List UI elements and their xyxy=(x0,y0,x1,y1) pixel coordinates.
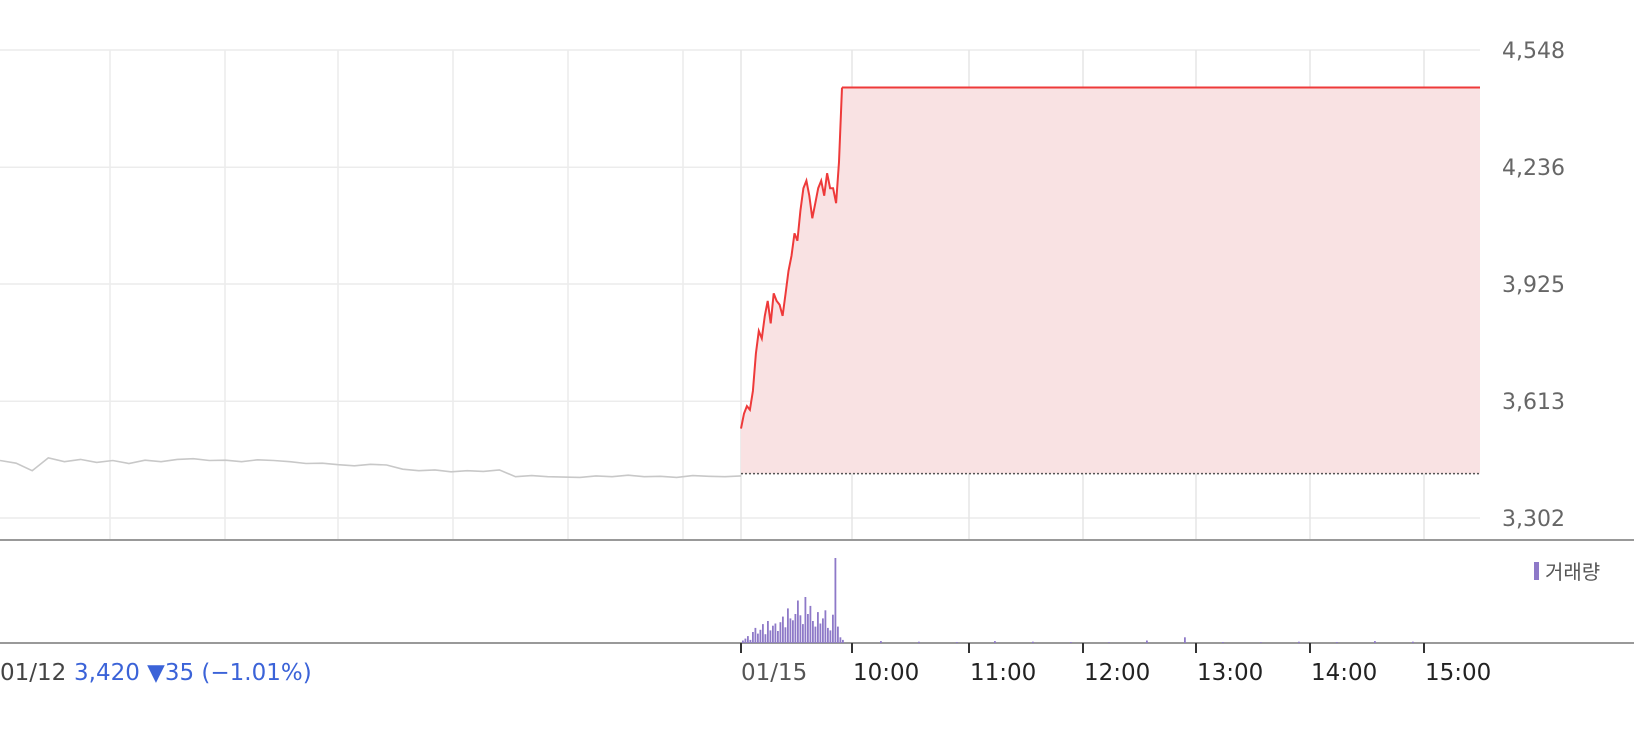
volume-bar xyxy=(762,624,764,643)
y-tick-label: 3,302 xyxy=(1502,507,1565,532)
price-axis: 4,548 4,236 3,925 3,613 3,302 xyxy=(1502,39,1565,532)
volume-bar xyxy=(797,600,799,643)
volume-bar xyxy=(759,629,762,643)
volume-legend-label: 거래량 xyxy=(1545,560,1600,584)
volume-legend-swatch xyxy=(1534,562,1539,580)
volume-bar xyxy=(794,614,797,643)
volume-bar xyxy=(918,641,920,643)
volume-bar xyxy=(1146,640,1148,643)
volume-bar xyxy=(769,630,772,643)
volume-bar xyxy=(767,621,769,643)
today-price-area xyxy=(741,87,1480,474)
volume-bar xyxy=(819,623,822,643)
volume-bar xyxy=(802,624,804,643)
volume-bar xyxy=(804,597,807,643)
previous-day-summary: 3,420 ▼35 (−1.01%) xyxy=(74,660,312,686)
volume-bar xyxy=(822,618,824,643)
volume-bar xyxy=(824,610,827,643)
volume-bar xyxy=(742,640,744,643)
volume-bar xyxy=(807,614,809,643)
volume-bar xyxy=(832,614,834,643)
volume-bar xyxy=(792,620,794,643)
volume-bar xyxy=(787,608,789,643)
volume-bar xyxy=(880,641,882,643)
volume-bar xyxy=(837,626,839,643)
x-tick-label: 10:00 xyxy=(853,660,919,686)
volume-bar xyxy=(1412,641,1414,643)
volume-bar xyxy=(1260,642,1262,643)
volume-bar xyxy=(1336,642,1338,643)
volume-bar xyxy=(842,639,844,643)
volume-bar xyxy=(1374,641,1376,643)
volume-bar xyxy=(829,630,832,643)
volume-bar xyxy=(956,642,958,643)
x-tick-label: 13:00 xyxy=(1197,660,1263,686)
volume-bar xyxy=(757,633,759,643)
volume-bar xyxy=(779,622,782,643)
volume-bar xyxy=(834,558,837,643)
volume-bar xyxy=(1298,641,1300,643)
volume-bar xyxy=(782,616,784,643)
y-tick-label: 4,236 xyxy=(1502,156,1565,181)
volume-bar xyxy=(744,638,747,643)
volume-bars xyxy=(742,558,1414,643)
y-tick-label: 4,548 xyxy=(1502,39,1565,64)
volume-bar xyxy=(1184,637,1186,643)
volume-bar xyxy=(827,627,829,643)
x-tick-label: 15:00 xyxy=(1425,660,1491,686)
volume-bar xyxy=(817,612,819,643)
volume-bar xyxy=(809,605,812,643)
previous-day-date: 01/12 xyxy=(0,660,66,686)
x-tick-label: 12:00 xyxy=(1084,660,1150,686)
today-price-line xyxy=(740,87,843,429)
x-tick-label: 11:00 xyxy=(970,660,1036,686)
x-tick-label: 14:00 xyxy=(1311,660,1377,686)
volume-bar xyxy=(812,621,814,643)
volume-bar xyxy=(764,634,767,643)
volume-bar xyxy=(1032,641,1034,643)
volume-bar xyxy=(784,627,787,643)
volume-bar xyxy=(1222,642,1224,643)
volume-bar xyxy=(752,632,754,643)
volume-bar xyxy=(839,637,842,643)
volume-bar xyxy=(747,636,749,643)
volume-bar xyxy=(1108,642,1110,643)
volume-bar xyxy=(777,631,779,643)
y-tick-label: 3,613 xyxy=(1502,390,1565,415)
volume-bar xyxy=(799,615,802,643)
volume-bar xyxy=(774,623,777,643)
x-tick-label: 01/15 xyxy=(741,660,807,686)
previous-day-price-line xyxy=(0,457,742,479)
volume-bar xyxy=(754,627,757,643)
volume-bar xyxy=(994,641,996,643)
volume-bar xyxy=(1070,642,1072,643)
volume-bar xyxy=(772,625,774,643)
time-axis: 01/15 10:00 11:00 12:00 13:00 14:00 15:00 xyxy=(740,643,1491,686)
volume-bar xyxy=(749,639,752,643)
volume-bar xyxy=(814,626,817,643)
volume-legend: 거래량 xyxy=(1534,560,1600,584)
y-tick-label: 3,925 xyxy=(1502,273,1565,298)
volume-bar xyxy=(789,618,792,643)
